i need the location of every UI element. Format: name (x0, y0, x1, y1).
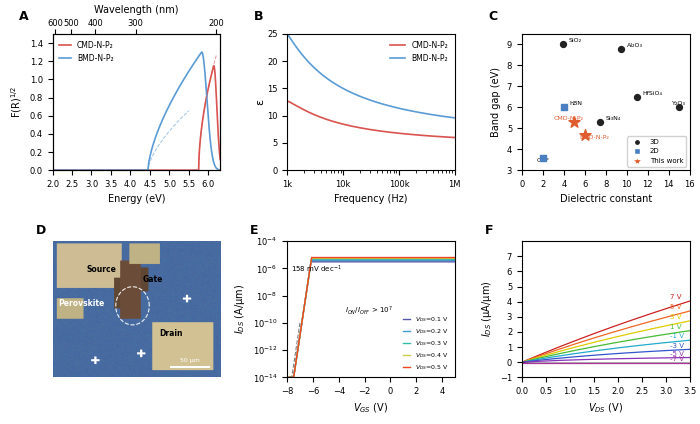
Point (616, 45, 627, 52)
Y-axis label: $I_{DS}$ (A/μm): $I_{DS}$ (A/μm) (233, 284, 247, 335)
Text: 158 mV dec$^{-1}$: 158 mV dec$^{-1}$ (291, 264, 342, 275)
Text: Y₂O₃: Y₂O₃ (672, 101, 686, 106)
Y-axis label: Band gap (eV): Band gap (eV) (491, 67, 501, 137)
Text: D: D (36, 224, 46, 237)
Point (579, 131, 590, 138)
Point (568, 119, 580, 126)
X-axis label: $V_{DS}$ (V): $V_{DS}$ (V) (588, 402, 623, 415)
Text: Source: Source (87, 265, 117, 274)
Text: BMD-N-P₂: BMD-N-P₂ (580, 135, 610, 140)
Text: 7 V: 7 V (671, 294, 682, 300)
Text: F: F (485, 224, 494, 237)
X-axis label: Dielectric constant: Dielectric constant (559, 195, 652, 204)
Text: E: E (251, 224, 259, 237)
Text: CMD-N-P₂: CMD-N-P₂ (553, 116, 583, 121)
Text: Al₂O₃: Al₂O₃ (626, 42, 643, 47)
Legend: 3D, 2D, This work: 3D, 2D, This work (627, 136, 686, 167)
Text: COF: COF (536, 158, 550, 163)
X-axis label: Wavelength (nm): Wavelength (nm) (94, 5, 178, 15)
Legend: $V_{DS}$=0.1 V, $V_{DS}$=0.2 V, $V_{DS}$=0.3 V, $V_{DS}$=0.4 V, $V_{DS}$=0.5 V: $V_{DS}$=0.1 V, $V_{DS}$=0.2 V, $V_{DS}$… (400, 312, 452, 374)
Text: 5 V: 5 V (671, 304, 682, 310)
Text: -3 V: -3 V (671, 343, 685, 349)
Text: 50 μm: 50 μm (180, 358, 200, 363)
X-axis label: Energy (eV): Energy (eV) (108, 195, 165, 204)
Text: Perovskite: Perovskite (59, 299, 105, 308)
Y-axis label: ε: ε (256, 99, 265, 105)
Legend: CMD-N-P₂, BMD-N-P₂: CMD-N-P₂, BMD-N-P₂ (56, 38, 117, 66)
Point (557, 41, 568, 48)
Text: 1 V: 1 V (671, 324, 682, 330)
Legend: CMD-N-P₂, BMD-N-P₂: CMD-N-P₂, BMD-N-P₂ (386, 38, 451, 66)
Text: Gate: Gate (142, 275, 163, 284)
Text: C: C (489, 10, 498, 23)
Point (537, 154, 548, 161)
Point (595, 119, 606, 126)
Text: -5 V: -5 V (671, 351, 684, 357)
Text: A: A (19, 10, 29, 23)
Text: HfSiO₄: HfSiO₄ (643, 91, 662, 96)
Point (673, 104, 685, 111)
Point (631, 93, 643, 100)
Y-axis label: $I_{DS}$ (μA/μm): $I_{DS}$ (μA/μm) (480, 281, 494, 338)
X-axis label: Frequency (Hz): Frequency (Hz) (335, 195, 408, 204)
Text: Drain: Drain (159, 329, 183, 338)
Text: -1 V: -1 V (671, 334, 685, 340)
Text: Si₃N₄: Si₃N₄ (606, 116, 621, 121)
Text: B: B (253, 10, 263, 23)
Y-axis label: F(R)$^{1/2}$: F(R)$^{1/2}$ (9, 86, 24, 118)
Text: $I_{ON}/I_{OFF}$ > 10$^7$: $I_{ON}/I_{OFF}$ > 10$^7$ (345, 304, 393, 317)
Text: -7 V: -7 V (671, 356, 685, 362)
Text: SiO₂: SiO₂ (569, 38, 582, 43)
X-axis label: $V_{GS}$ (V): $V_{GS}$ (V) (354, 402, 388, 415)
Text: 3 V: 3 V (671, 314, 682, 320)
Point (558, 104, 569, 111)
Text: hBN: hBN (569, 101, 582, 106)
